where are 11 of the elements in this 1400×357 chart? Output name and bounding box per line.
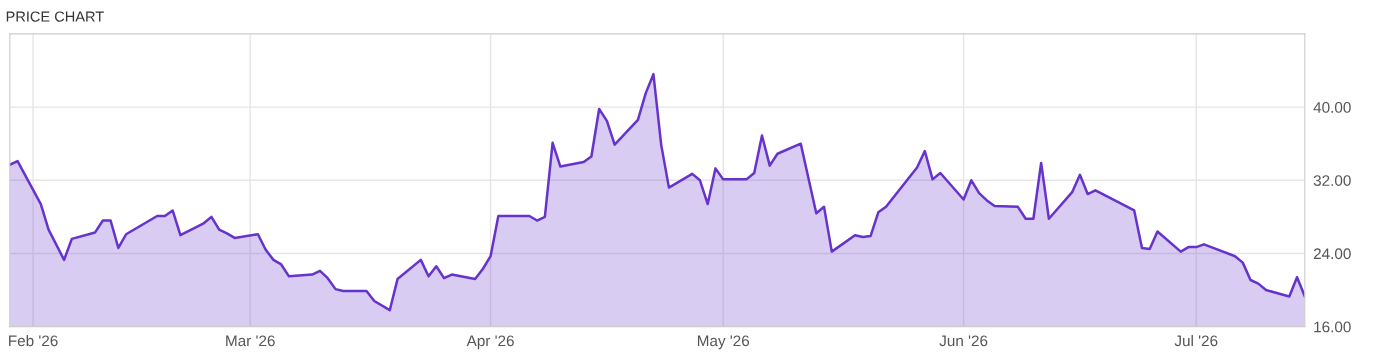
x-tick-label: May '26 xyxy=(697,335,750,350)
x-tick-label: Apr '26 xyxy=(466,335,514,350)
x-tick-label: Mar '26 xyxy=(226,335,275,347)
x-tick-label: Feb '26 xyxy=(9,334,58,347)
chart-title: PRICE CHART xyxy=(6,11,104,22)
y-tick-label: 32.00 xyxy=(1313,175,1351,186)
y-tick-label: 16.00 xyxy=(1314,321,1351,333)
y-tick-label: 40.00 xyxy=(1313,101,1351,113)
y-tick-label: 24.00 xyxy=(1313,248,1351,260)
x-tick-label: Jun '26 xyxy=(939,335,988,347)
x-tick-label: Jul '26 xyxy=(1174,334,1218,347)
